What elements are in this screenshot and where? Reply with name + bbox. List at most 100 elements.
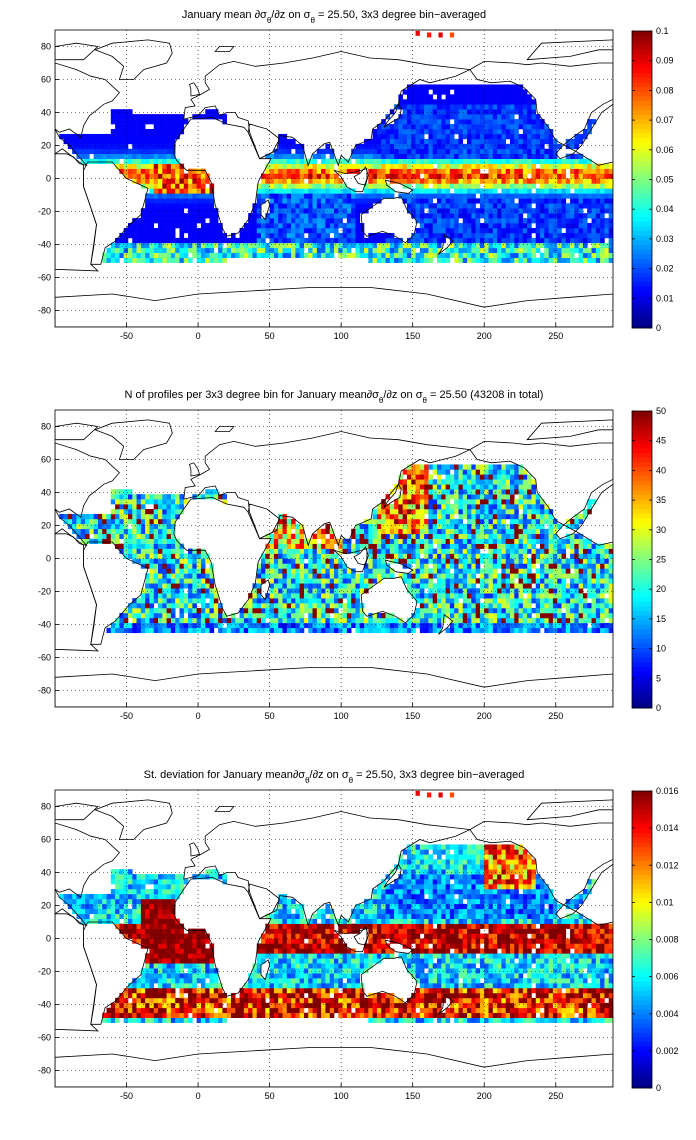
heatmap-cell	[145, 548, 150, 554]
heatmap-cell	[153, 528, 159, 535]
heatmap-cell	[119, 148, 124, 155]
heatmap-cell	[145, 603, 150, 609]
heatmap-cell	[454, 474, 459, 480]
heatmap-cell	[291, 208, 296, 214]
heatmap-cell	[535, 242, 541, 249]
heatmap-cell	[462, 173, 468, 179]
heatmap-cell	[385, 548, 391, 554]
heatmap-cell	[402, 479, 408, 485]
heatmap-cell	[518, 94, 524, 100]
heatmap-cell	[406, 563, 412, 569]
heatmap-cell	[441, 583, 446, 589]
heatmap-cell	[355, 578, 361, 584]
heatmap-cell	[381, 232, 386, 239]
heatmap-cell	[355, 203, 361, 209]
heatmap-cell	[398, 518, 403, 525]
heatmap-cell	[394, 138, 399, 145]
heatmap-cell	[166, 198, 172, 204]
heatmap-cell	[127, 133, 133, 140]
heatmap-cell	[518, 242, 524, 249]
heatmap-cell	[265, 553, 270, 559]
heatmap-cell	[518, 84, 524, 90]
heatmap-cell	[411, 94, 416, 100]
heatmap-cell	[467, 494, 472, 500]
coastline-eurasia	[183, 51, 472, 167]
heatmap-cell	[458, 213, 464, 219]
heatmap-cell	[252, 588, 258, 594]
heatmap-cell	[467, 173, 472, 179]
heatmap-cell	[445, 178, 451, 184]
heatmap-cell	[454, 188, 459, 194]
heatmap-cell	[140, 228, 146, 234]
heatmap-cell	[316, 543, 322, 549]
heatmap-cell	[162, 223, 167, 229]
heatmap-cell	[162, 143, 167, 150]
heatmap-cell	[531, 124, 537, 130]
heatmap-cell	[278, 573, 283, 579]
heatmap-cell	[278, 513, 283, 520]
heatmap-cell	[527, 242, 532, 249]
heatmap-cell	[265, 558, 270, 564]
heatmap-cell	[170, 208, 176, 214]
heatmap-cell	[441, 119, 446, 125]
heatmap-cell	[561, 208, 567, 214]
heatmap-cell	[398, 543, 403, 549]
heatmap-cell	[600, 173, 605, 179]
heatmap-cell	[437, 143, 442, 150]
heatmap-cell	[123, 153, 129, 159]
heatmap-cell	[209, 193, 215, 199]
heatmap-cell	[432, 612, 438, 619]
heatmap-cell	[518, 218, 524, 224]
x-tick-label: 200	[477, 331, 492, 341]
heatmap-cell	[179, 188, 185, 194]
heatmap-cell	[269, 538, 275, 544]
heatmap-cell	[505, 213, 511, 219]
heatmap-cell	[136, 158, 142, 164]
heatmap-cell	[462, 494, 468, 500]
heatmap-cell	[514, 89, 519, 95]
colorbar-segment	[632, 109, 652, 115]
heatmap-cell	[419, 489, 425, 495]
heatmap-cell	[368, 553, 373, 559]
heatmap-cell	[170, 232, 176, 239]
heatmap-cell	[175, 499, 180, 505]
heatmap-cell	[158, 563, 163, 569]
heatmap-cell	[531, 193, 537, 199]
heatmap-cell	[261, 183, 266, 189]
heatmap-cell	[471, 538, 476, 544]
heatmap-cell	[80, 138, 86, 145]
heatmap-cell	[123, 158, 129, 164]
heatmap-cell	[346, 168, 352, 174]
heatmap-cell	[497, 84, 502, 90]
heatmap-cell	[355, 163, 361, 169]
heatmap-cell	[467, 513, 472, 520]
heatmap-cell	[295, 538, 300, 544]
heatmap-cell	[411, 464, 416, 470]
heatmap-cell	[351, 148, 356, 155]
heatmap-cell	[458, 593, 464, 599]
heatmap-cell	[505, 94, 511, 100]
heatmap-cell	[565, 188, 571, 194]
heatmap-cell	[398, 104, 403, 110]
heatmap-cell	[162, 523, 167, 530]
heatmap-cell	[484, 129, 489, 135]
heatmap-cell	[591, 178, 597, 184]
heatmap-cell	[591, 198, 597, 204]
heatmap-cell	[462, 598, 468, 604]
heatmap-cell	[170, 538, 176, 544]
heatmap-cell	[334, 603, 339, 609]
heatmap-cell	[115, 617, 120, 624]
heatmap-cell	[282, 568, 288, 574]
heatmap-cell	[535, 208, 541, 214]
heatmap-cell	[454, 158, 459, 164]
heatmap-cell	[282, 232, 288, 239]
heatmap-cell	[467, 124, 472, 130]
heatmap-cell	[428, 223, 434, 229]
heatmap-cell	[419, 593, 425, 599]
colorbar-segment	[632, 170, 652, 176]
heatmap-cell	[552, 208, 558, 214]
heatmap-cell	[192, 612, 197, 619]
heatmap-cell	[188, 183, 193, 189]
heatmap-cell	[179, 612, 185, 619]
heatmap-cell	[419, 252, 425, 258]
